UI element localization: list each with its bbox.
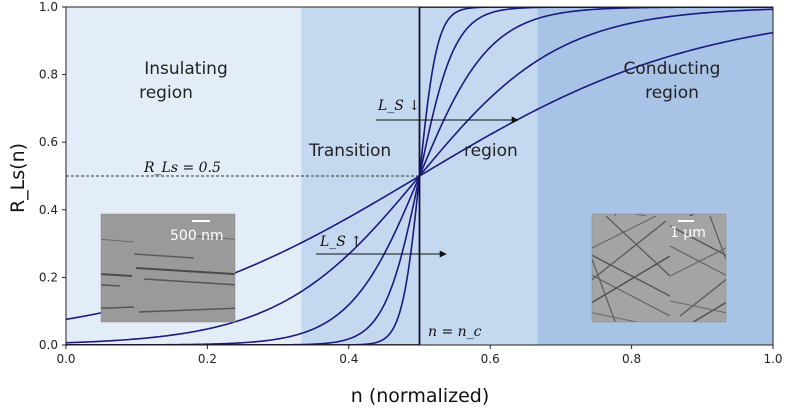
transition-label-word2: region [464, 141, 518, 161]
y-tick-label: 0.6 [39, 135, 58, 149]
conducting-micrograph: 1 μm [591, 213, 727, 323]
y-tick-label: 0.2 [39, 270, 58, 284]
plot-frame [65, 6, 774, 346]
y-tick-label: 1.0 [39, 0, 58, 14]
ls-up-label: L_S ↑ [319, 234, 362, 250]
x-tick-label: 1.0 [763, 352, 782, 366]
x-tick-label: 0.6 [481, 352, 500, 366]
x-tick-label: 0.8 [622, 352, 641, 366]
y-tick-label: 0.4 [39, 203, 58, 217]
conducting-label-line1: Conducting [624, 59, 721, 79]
left-scale-label: 500 nm [170, 228, 224, 244]
y-axis: 0.0 0.2 0.4 0.6 0.8 1.0 [39, 0, 66, 352]
x-tick-label: 0.4 [339, 352, 358, 366]
conducting-label-line2: region [645, 83, 699, 103]
threshold-label: R_Ls = 0.5 [143, 160, 221, 176]
insulating-micrograph: 500 nm [100, 213, 236, 323]
x-tick-label: 0.0 [56, 352, 75, 366]
y-tick-label: 0.0 [39, 338, 58, 352]
x-tick-label: 0.2 [198, 352, 217, 366]
step-curve [66, 7, 773, 345]
insulating-label-line2: region [139, 83, 193, 103]
y-axis-title: R_Ls(n) [7, 143, 29, 213]
insulating-label-line1: Insulating [144, 59, 228, 79]
transition-label-word1: Transition [308, 141, 391, 161]
ls-down-label: L_S ↓ [377, 98, 420, 114]
x-axis: 0.0 0.2 0.4 0.6 0.8 1.0 [56, 345, 783, 366]
x-axis-title: n (normalized) [351, 385, 489, 407]
critical-point-label: n = n_c [428, 324, 482, 340]
right-scale-label: 1 μm [670, 225, 706, 241]
y-tick-label: 0.8 [39, 68, 58, 82]
